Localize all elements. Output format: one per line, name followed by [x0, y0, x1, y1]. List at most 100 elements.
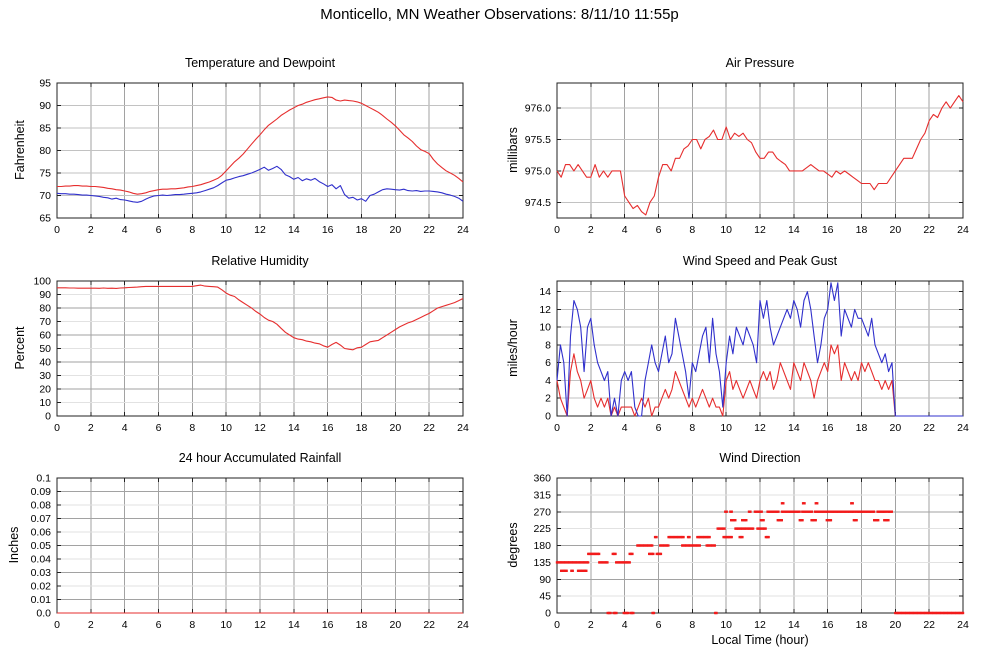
svg-text:135: 135: [533, 557, 551, 569]
svg-text:20: 20: [39, 384, 51, 396]
svg-text:18: 18: [856, 619, 868, 631]
svg-text:0: 0: [45, 411, 51, 423]
svg-text:4: 4: [545, 375, 551, 387]
svg-text:24: 24: [957, 422, 969, 434]
svg-text:10: 10: [720, 619, 732, 631]
svg-text:14: 14: [288, 224, 300, 236]
svg-text:0: 0: [54, 619, 60, 631]
wind-direction-plot: 0 2 4 6 8 10 12 14 16 18 20 22 240459013518022527031…: [533, 473, 969, 632]
svg-text:6: 6: [545, 357, 551, 369]
svg-text:6: 6: [156, 224, 162, 236]
svg-text:16: 16: [822, 422, 834, 434]
svg-text:8: 8: [189, 619, 195, 631]
svg-text:8: 8: [689, 619, 695, 631]
svg-text:70: 70: [39, 316, 51, 328]
svg-text:315: 315: [533, 489, 551, 501]
svg-text:24: 24: [457, 422, 469, 434]
svg-text:2: 2: [588, 422, 594, 434]
svg-text:4: 4: [122, 224, 128, 236]
svg-text:24: 24: [457, 619, 469, 631]
svg-text:10: 10: [720, 422, 732, 434]
x-axis-label: Local Time (hour): [711, 633, 809, 647]
svg-text:90: 90: [39, 100, 51, 112]
svg-text:2: 2: [88, 224, 94, 236]
svg-text:0.04: 0.04: [31, 554, 52, 566]
svg-text:4: 4: [622, 422, 628, 434]
svg-text:4: 4: [622, 619, 628, 631]
page-title: Monticello, MN Weather Observations: 8/1…: [320, 6, 679, 23]
svg-text:80: 80: [39, 145, 51, 157]
air-pressure-plot: 0 2 4 6 8 10 12 14 16 18 20 22 24974.5975.0975.5976.…: [525, 82, 969, 236]
svg-text:18: 18: [356, 619, 368, 631]
svg-text:0: 0: [545, 608, 551, 620]
svg-text:14: 14: [539, 286, 551, 298]
svg-text:10: 10: [539, 322, 551, 334]
chart-title: Wind Speed and Peak Gust: [682, 254, 838, 268]
svg-text:6: 6: [156, 422, 162, 434]
svg-text:0.02: 0.02: [31, 581, 52, 593]
svg-text:8: 8: [189, 224, 195, 236]
svg-text:70: 70: [39, 190, 51, 202]
svg-text:22: 22: [423, 422, 435, 434]
svg-text:0.1: 0.1: [36, 473, 51, 485]
svg-text:4: 4: [622, 224, 628, 236]
svg-text:0.07: 0.07: [31, 513, 52, 525]
svg-text:14: 14: [788, 619, 800, 631]
svg-text:24: 24: [957, 224, 969, 236]
svg-text:20: 20: [389, 224, 401, 236]
svg-text:0: 0: [554, 422, 560, 434]
svg-text:360: 360: [533, 473, 551, 485]
svg-text:8: 8: [189, 422, 195, 434]
chart-wind-direction: Wind Direction degrees 0 2 4 6 8 10 12 14 16 18 20…: [500, 450, 999, 655]
svg-text:974.5: 974.5: [525, 197, 551, 209]
svg-text:4: 4: [122, 619, 128, 631]
svg-text:50: 50: [39, 343, 51, 355]
svg-text:0.05: 0.05: [31, 540, 52, 552]
svg-text:0.08: 0.08: [31, 500, 52, 512]
svg-text:12: 12: [539, 304, 551, 316]
svg-text:0.03: 0.03: [31, 567, 52, 579]
svg-text:22: 22: [923, 619, 935, 631]
svg-text:8: 8: [689, 422, 695, 434]
svg-text:16: 16: [822, 619, 834, 631]
svg-text:2: 2: [545, 393, 551, 405]
svg-text:18: 18: [356, 224, 368, 236]
svg-text:0.01: 0.01: [31, 594, 52, 606]
svg-text:22: 22: [923, 224, 935, 236]
svg-text:0: 0: [545, 411, 551, 423]
svg-text:6: 6: [656, 224, 662, 236]
svg-text:12: 12: [254, 224, 266, 236]
svg-text:95: 95: [39, 78, 51, 90]
svg-text:8: 8: [545, 339, 551, 351]
svg-text:65: 65: [39, 213, 51, 225]
svg-text:12: 12: [754, 619, 766, 631]
chart-title: Temperature and Dewpoint: [184, 56, 336, 70]
svg-text:10: 10: [39, 397, 51, 409]
svg-text:180: 180: [533, 540, 551, 552]
svg-text:22: 22: [423, 224, 435, 236]
svg-text:45: 45: [539, 591, 551, 603]
svg-text:976.0: 976.0: [525, 103, 551, 115]
svg-text:30: 30: [39, 370, 51, 382]
svg-text:12: 12: [754, 224, 766, 236]
svg-text:6: 6: [656, 422, 662, 434]
svg-text:0.0: 0.0: [36, 608, 51, 620]
svg-text:24: 24: [457, 224, 469, 236]
svg-text:85: 85: [39, 123, 51, 135]
svg-text:90: 90: [539, 574, 551, 586]
svg-text:20: 20: [389, 619, 401, 631]
svg-text:16: 16: [322, 422, 334, 434]
chart-air-pressure: Air Pressure millibars 0 2 4 6 8 10 12 14 16 18 20…: [500, 55, 999, 260]
svg-text:22: 22: [923, 422, 935, 434]
svg-text:0: 0: [554, 224, 560, 236]
chart-title: Relative Humidity: [211, 254, 309, 268]
svg-text:10: 10: [220, 619, 232, 631]
svg-text:12: 12: [254, 619, 266, 631]
svg-text:24: 24: [957, 619, 969, 631]
svg-text:2: 2: [88, 619, 94, 631]
svg-text:14: 14: [288, 619, 300, 631]
svg-text:22: 22: [423, 619, 435, 631]
